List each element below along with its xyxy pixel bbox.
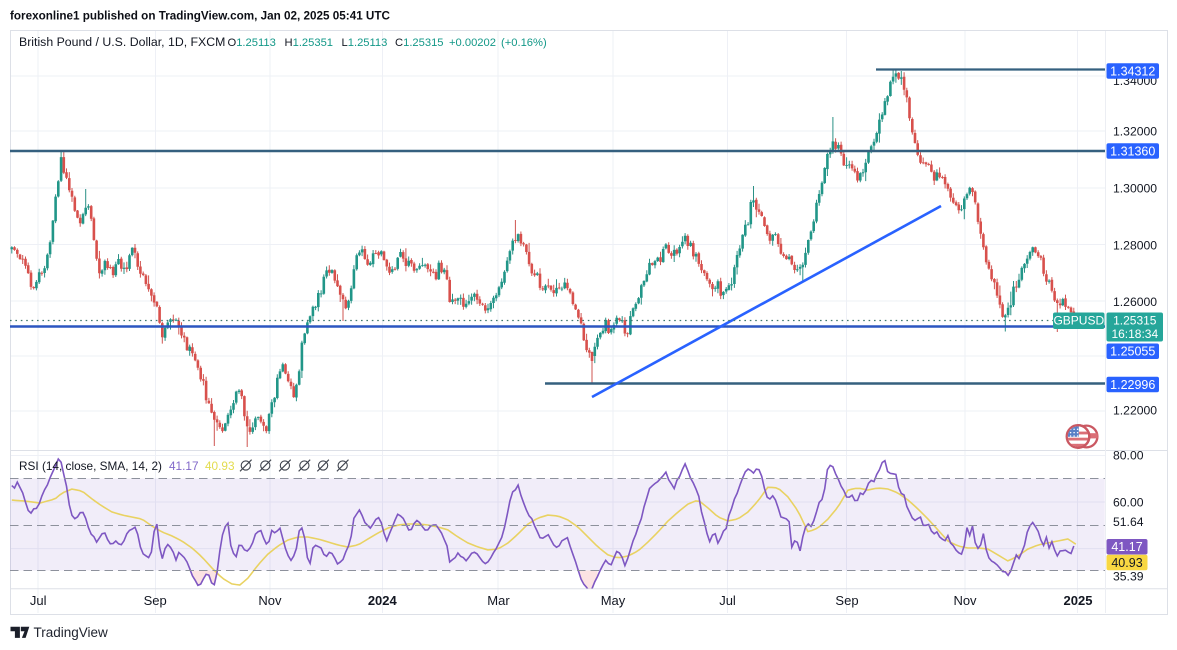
svg-text:51.64: 51.64 — [1113, 515, 1144, 529]
svg-text:Nov: Nov — [953, 593, 977, 608]
svg-text:RSI (14, close, SMA, 14, 2)41.: RSI (14, close, SMA, 14, 2) 41.17 40.93 — [19, 459, 235, 473]
svg-text:16:18:34: 16:18:34 — [1111, 327, 1158, 341]
svg-text:Sep: Sep — [144, 593, 167, 608]
svg-text:TradingView: TradingView — [34, 625, 109, 640]
svg-text:1.32000: 1.32000 — [1113, 124, 1157, 138]
svg-text:May: May — [601, 593, 626, 608]
svg-text:Jul: Jul — [30, 593, 47, 608]
svg-text:40.93: 40.93 — [1111, 556, 1142, 570]
svg-text:Nov: Nov — [258, 593, 282, 608]
svg-text:1.22000: 1.22000 — [1113, 403, 1157, 417]
svg-text:Mar: Mar — [487, 593, 510, 608]
svg-text:1.34312: 1.34312 — [1110, 64, 1155, 78]
svg-text:80.00: 80.00 — [1113, 448, 1144, 462]
svg-text:2024: 2024 — [368, 593, 398, 608]
svg-text:forexonline1 published on Trad: forexonline1 published on TradingView.co… — [10, 10, 391, 23]
svg-text:1.31360: 1.31360 — [1110, 144, 1155, 158]
svg-text:1.30000: 1.30000 — [1113, 182, 1157, 196]
svg-text:1.26000: 1.26000 — [1113, 295, 1157, 309]
svg-text:1.25055: 1.25055 — [1110, 345, 1155, 359]
svg-text:1.25315: 1.25315 — [1113, 314, 1157, 328]
svg-text:1.28000: 1.28000 — [1113, 238, 1157, 252]
svg-text:2025: 2025 — [1064, 593, 1093, 608]
svg-text:41.17: 41.17 — [1111, 540, 1142, 554]
svg-text:Sep: Sep — [835, 593, 858, 608]
svg-text:British Pound / U.S. Dollar, 1: British Pound / U.S. Dollar, 1D, FXCM — [19, 35, 225, 49]
svg-text:35.39: 35.39 — [1113, 570, 1144, 584]
svg-text:Jul: Jul — [719, 593, 736, 608]
svg-text:GBPUSD: GBPUSD — [1053, 314, 1104, 328]
svg-text:1.22996: 1.22996 — [1110, 378, 1155, 392]
svg-text:60.00: 60.00 — [1113, 495, 1144, 509]
